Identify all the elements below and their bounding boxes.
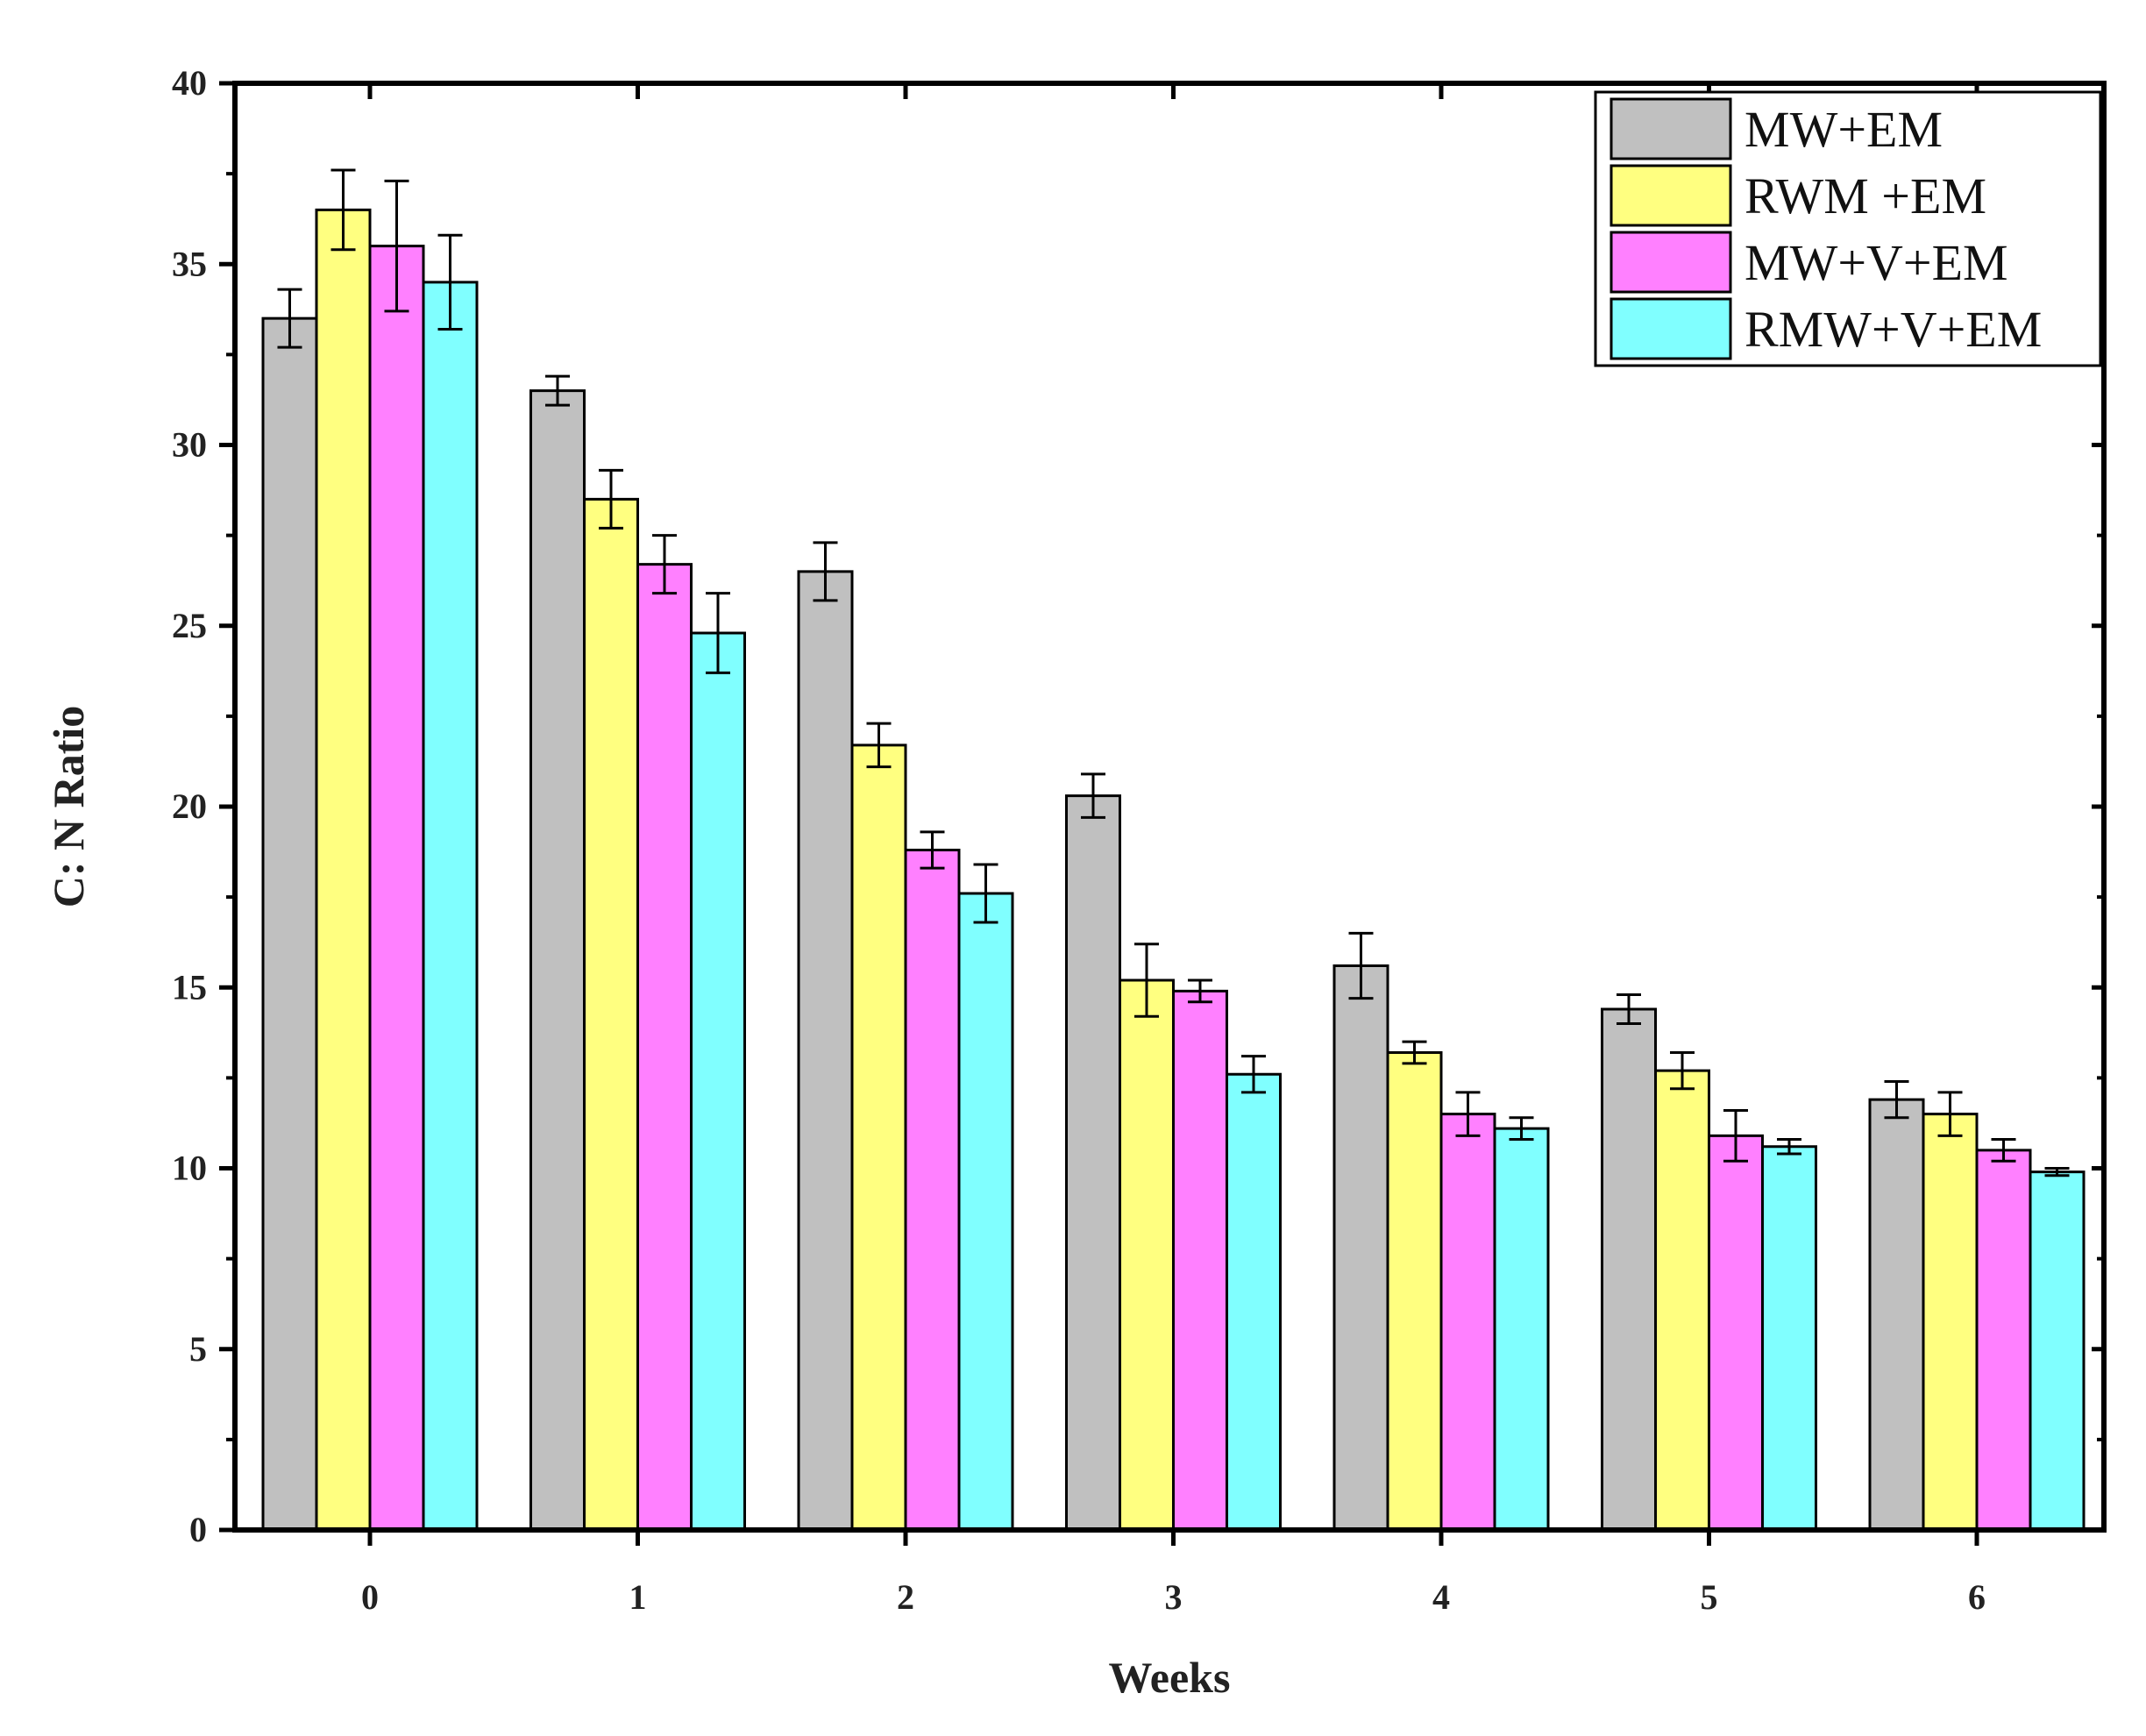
y-axis-title: C: N Ratio [44, 706, 93, 908]
bar-4-week-0 [422, 281, 479, 1532]
bar-2-week-0 [315, 208, 372, 1532]
x-tick-label: 6 [1968, 1577, 1986, 1617]
x-tick-label: 5 [1701, 1577, 1718, 1617]
y-tick-label: 25 [172, 606, 207, 645]
bar-1-week-1 [529, 389, 586, 1532]
legend-swatch-4 [1610, 297, 1732, 360]
bar-4-week-6 [2029, 1170, 2086, 1532]
legend: MW+EM RWM +EM MW+V+EM RMW+V+EM [1594, 90, 2102, 367]
legend-label-1: MW+EM [1745, 101, 1943, 158]
bar-3-week-0 [368, 245, 425, 1532]
bar-4-week-2 [957, 892, 1014, 1532]
bar-4-week-4 [1493, 1127, 1550, 1532]
bar-2-week-5 [1654, 1069, 1710, 1532]
bar-2-week-2 [850, 743, 907, 1532]
legend-swatch-1 [1610, 97, 1732, 160]
y-tick-label: 5 [189, 1329, 207, 1369]
x-tick-label: 1 [629, 1577, 647, 1617]
bar-3-week-5 [1708, 1134, 1764, 1532]
bar-4-week-1 [690, 631, 746, 1532]
bars-layer [261, 208, 2086, 1532]
bar-1-week-4 [1332, 964, 1389, 1532]
bar-3-week-4 [1439, 1113, 1496, 1532]
legend-label-3: MW+V+EM [1745, 234, 2008, 291]
bar-3-week-6 [1975, 1149, 2032, 1532]
y-tick-label: 30 [172, 425, 207, 465]
axes-layer: 0 5 10 15 20 25 30 35 40 0 1 2 3 4 5 6 [172, 63, 2104, 1617]
bar-1-week-6 [1868, 1098, 1925, 1532]
bar-1-week-2 [797, 570, 854, 1532]
bar-4-week-3 [1226, 1072, 1282, 1532]
y-tick-label: 15 [172, 967, 207, 1007]
y-tick-label: 35 [172, 244, 207, 283]
x-tick-label: 2 [897, 1577, 914, 1617]
bar-1-week-0 [261, 317, 318, 1532]
legend-label-2: RWM +EM [1745, 167, 1986, 224]
x-tick-label: 4 [1432, 1577, 1450, 1617]
legend-swatch-3 [1610, 231, 1732, 294]
y-tick-label: 0 [189, 1510, 207, 1549]
legend-swatch-2 [1610, 164, 1732, 227]
x-axis-title: Weeks [1109, 1653, 1231, 1702]
bar-3-week-3 [1172, 989, 1228, 1532]
bar-3-week-1 [636, 563, 693, 1532]
x-tick-label: 0 [361, 1577, 379, 1617]
error-bars-layer [277, 168, 2070, 1177]
x-tick-label: 3 [1165, 1577, 1183, 1617]
bar-3-week-2 [904, 849, 961, 1532]
y-tick-label: 20 [172, 786, 207, 826]
bar-1-week-5 [1601, 1007, 1657, 1532]
bar-4-week-5 [1761, 1145, 1817, 1532]
y-tick-label: 10 [172, 1149, 207, 1188]
legend-label-4: RMW+V+EM [1745, 301, 2042, 358]
bar-1-week-3 [1065, 794, 1121, 1532]
bar-2-week-6 [1922, 1113, 1979, 1532]
y-tick-label: 40 [172, 63, 207, 103]
bar-2-week-3 [1119, 978, 1175, 1532]
bar-2-week-1 [583, 497, 639, 1532]
bar-2-week-4 [1386, 1051, 1443, 1532]
